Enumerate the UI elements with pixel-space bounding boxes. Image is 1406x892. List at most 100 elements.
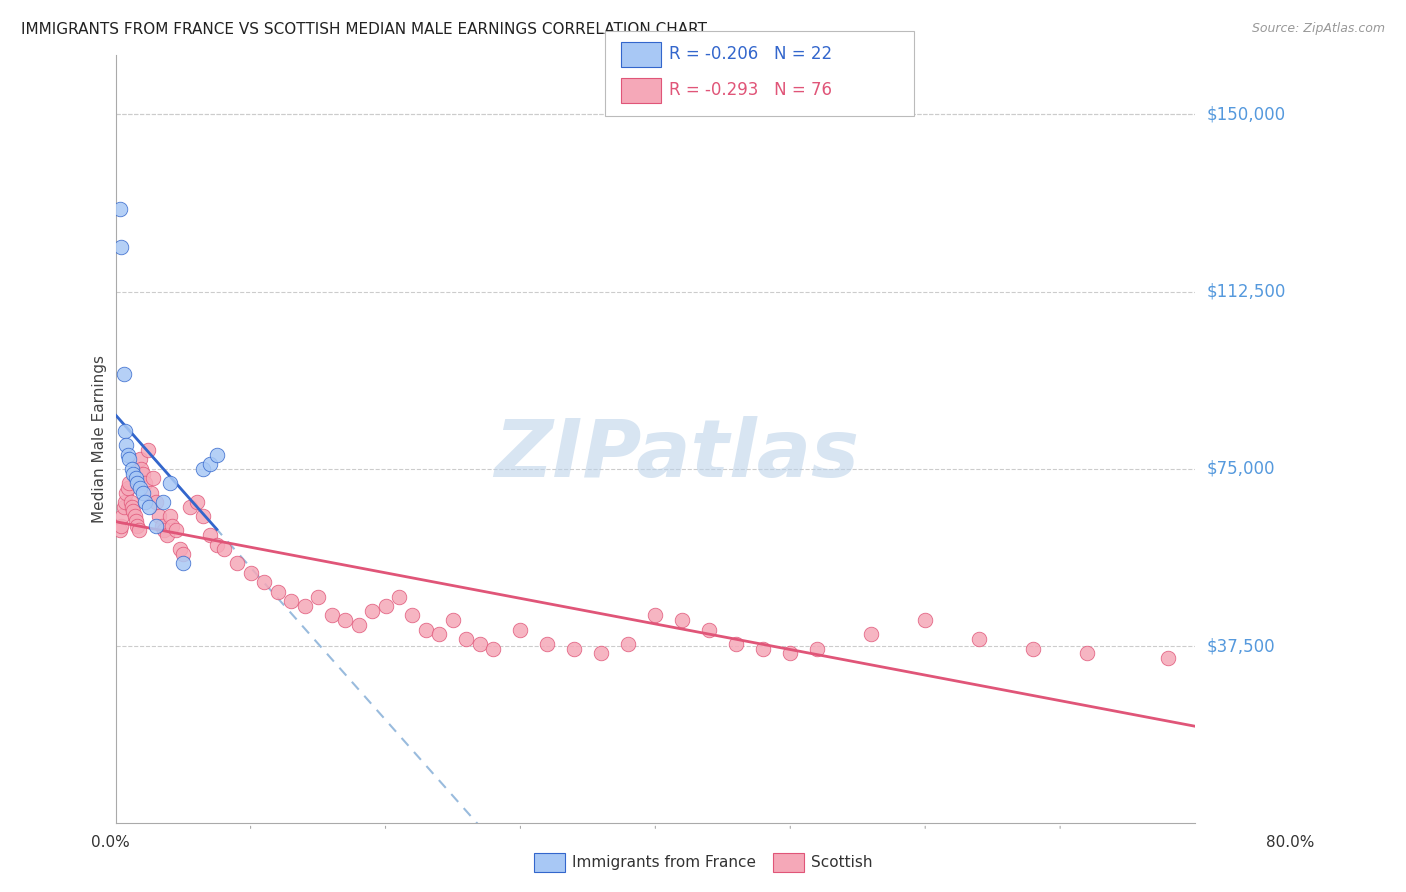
Point [129,462,152,476]
Text: 0.0%: 0.0% [91,836,131,850]
Point [226,557,249,571]
Point [536,637,558,651]
Point [125,471,148,485]
Point [779,646,801,660]
Point [671,613,693,627]
Point [121,462,143,476]
Point [131,485,153,500]
Text: $75,000: $75,000 [1206,460,1275,478]
Point [134,495,156,509]
Point [129,452,152,467]
Point [388,590,411,604]
Point [564,641,586,656]
Point [152,495,174,509]
Point [162,518,184,533]
Point [321,608,343,623]
Point [115,438,138,452]
Text: ZIPatlas: ZIPatlas [495,416,859,493]
Point [139,485,162,500]
Point [725,637,748,651]
Point [361,604,384,618]
Text: R = -0.206   N = 22: R = -0.206 N = 22 [669,45,832,63]
Point [333,613,356,627]
Point [1022,641,1045,656]
Point [148,509,170,524]
Point [509,623,531,637]
Point [280,594,302,608]
Point [456,632,478,646]
Text: R = -0.293   N = 76: R = -0.293 N = 76 [669,81,832,99]
Point [179,500,201,514]
Point [198,457,221,471]
Point [699,623,721,637]
Y-axis label: Median Male Earnings: Median Male Earnings [93,355,107,524]
Point [118,476,141,491]
Point [111,509,134,524]
Point [121,500,143,514]
Point [136,442,159,457]
Point [131,467,153,481]
Point [134,476,156,491]
Point [186,495,208,509]
Point [108,202,131,216]
Text: $150,000: $150,000 [1206,105,1285,123]
Point [193,509,215,524]
Point [253,575,276,590]
Point [205,448,228,462]
Point [128,524,150,538]
Point [114,495,136,509]
Point [468,637,491,651]
Point [112,368,135,382]
Text: 80.0%: 80.0% [1267,836,1315,850]
Text: IMMIGRANTS FROM FRANCE VS SCOTTISH MEDIAN MALE EARNINGS CORRELATION CHART: IMMIGRANTS FROM FRANCE VS SCOTTISH MEDIA… [21,22,707,37]
Point [117,481,139,495]
Point [266,584,288,599]
Point [169,542,191,557]
Text: $112,500: $112,500 [1206,283,1285,301]
Point [115,485,138,500]
Point [129,481,152,495]
Point [591,646,613,660]
Point [967,632,990,646]
Point [145,518,167,533]
Point [617,637,640,651]
Point [112,500,135,514]
Point [172,557,194,571]
Point [165,524,187,538]
Point [172,547,194,561]
Point [374,599,396,613]
Point [145,495,167,509]
Point [142,471,165,485]
Point [1076,646,1098,660]
Text: Immigrants from France: Immigrants from France [572,855,756,870]
Point [127,476,149,491]
Text: Source: ZipAtlas.com: Source: ZipAtlas.com [1251,22,1385,36]
Point [205,537,228,551]
Point [212,542,235,557]
Point [159,476,181,491]
Point [124,509,146,524]
Point [307,590,329,604]
Point [860,627,883,641]
Point [806,641,828,656]
Point [159,509,181,524]
Point [127,518,149,533]
Point [120,495,142,509]
Point [122,467,145,481]
Point [198,528,221,542]
Point [150,518,173,533]
Point [347,618,370,632]
Point [429,627,451,641]
Point [482,641,505,656]
Point [914,613,936,627]
Point [110,239,132,253]
Point [1157,651,1180,665]
Point [125,514,148,528]
Point [401,608,423,623]
Point [752,641,775,656]
Point [114,424,136,438]
Point [138,500,160,514]
Point [153,524,176,538]
Point [441,613,464,627]
Point [644,608,666,623]
